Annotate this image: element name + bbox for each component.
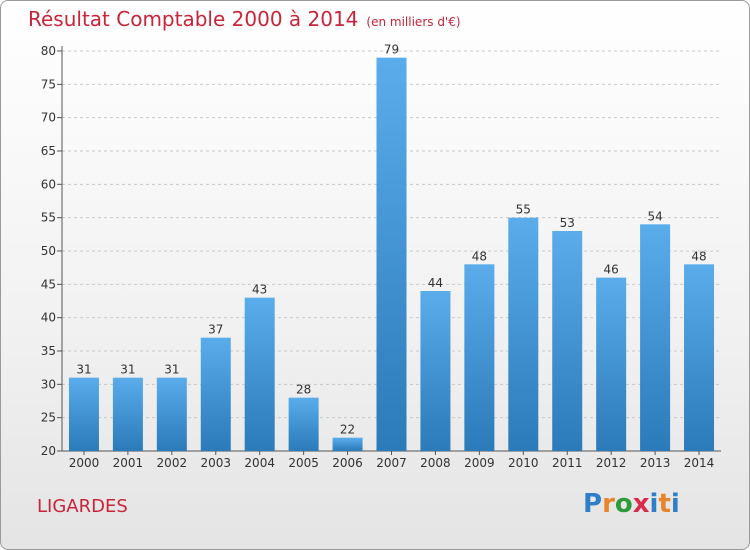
data-label: 55 xyxy=(516,203,531,217)
y-tick-label: 70 xyxy=(41,111,56,125)
x-tick-label: 2000 xyxy=(69,456,100,470)
data-label: 31 xyxy=(164,363,179,377)
x-tick-label: 2011 xyxy=(552,456,583,470)
data-label: 54 xyxy=(647,209,662,223)
y-tick-label: 30 xyxy=(41,377,56,391)
bar xyxy=(288,397,319,451)
x-tick-label: 2005 xyxy=(288,456,319,470)
y-tick-label: 25 xyxy=(41,411,56,425)
x-tick-label: 2003 xyxy=(200,456,231,470)
data-label: 31 xyxy=(120,363,135,377)
logo-letter: i xyxy=(670,489,680,519)
bar xyxy=(68,377,99,451)
x-tick-label: 2007 xyxy=(376,456,407,470)
x-tick-label: 2006 xyxy=(332,456,363,470)
data-label: 48 xyxy=(472,249,487,263)
y-tick-label: 40 xyxy=(41,311,56,325)
logo-letter: x xyxy=(632,489,650,519)
data-label: 28 xyxy=(296,383,311,397)
x-tick-label: 2010 xyxy=(508,456,539,470)
x-tick-label: 2009 xyxy=(464,456,495,470)
y-tick-label: 65 xyxy=(41,144,56,158)
data-label: 46 xyxy=(604,263,619,277)
chart-title-text: Résultat Comptable 2000 à 2014 xyxy=(28,7,359,31)
chart-subtitle: (en milliers d'€) xyxy=(366,15,461,29)
y-tick-label: 55 xyxy=(41,211,56,225)
proxiti-logo: Proxiti xyxy=(583,489,680,519)
bar xyxy=(332,437,363,451)
data-label: 44 xyxy=(428,276,443,290)
bar xyxy=(464,264,495,451)
bar xyxy=(376,57,407,452)
x-tick-label: 2014 xyxy=(684,456,715,470)
bar xyxy=(596,277,627,451)
data-label: 48 xyxy=(691,249,706,263)
data-label: 79 xyxy=(384,43,399,57)
commune-name: LIGARDES xyxy=(37,496,128,517)
bar xyxy=(244,297,275,451)
bar xyxy=(640,224,671,451)
x-tick-label: 2012 xyxy=(596,456,627,470)
bar xyxy=(420,291,451,451)
x-tick-label: 2004 xyxy=(244,456,275,470)
y-tick-label: 80 xyxy=(41,44,56,58)
logo-letter: r xyxy=(602,489,615,519)
data-label: 37 xyxy=(208,323,223,337)
y-tick-label: 20 xyxy=(41,444,56,458)
y-tick-label: 60 xyxy=(41,177,56,191)
y-tick-label: 35 xyxy=(41,344,56,358)
bar xyxy=(684,264,715,451)
chart-title: Résultat Comptable 2000 à 2014 (en millie… xyxy=(28,7,461,31)
x-tick-label: 2002 xyxy=(157,456,188,470)
logo-letter: P xyxy=(583,489,603,519)
y-tick-label: 50 xyxy=(41,244,56,258)
logo-letter: i xyxy=(649,489,659,519)
data-label: 43 xyxy=(252,283,267,297)
x-tick-label: 2001 xyxy=(113,456,144,470)
bar xyxy=(156,377,187,451)
data-label: 22 xyxy=(340,423,355,437)
logo-letter: t xyxy=(658,489,671,519)
x-tick-label: 2013 xyxy=(640,456,671,470)
bar xyxy=(112,377,143,451)
logo-letter: o xyxy=(614,489,633,519)
data-label: 53 xyxy=(560,216,575,230)
y-tick-label: 75 xyxy=(41,77,56,91)
bar xyxy=(508,217,539,451)
bar xyxy=(552,231,583,451)
data-label: 31 xyxy=(76,363,91,377)
bar xyxy=(200,337,231,451)
y-tick-label: 45 xyxy=(41,277,56,291)
x-tick-label: 2008 xyxy=(420,456,451,470)
